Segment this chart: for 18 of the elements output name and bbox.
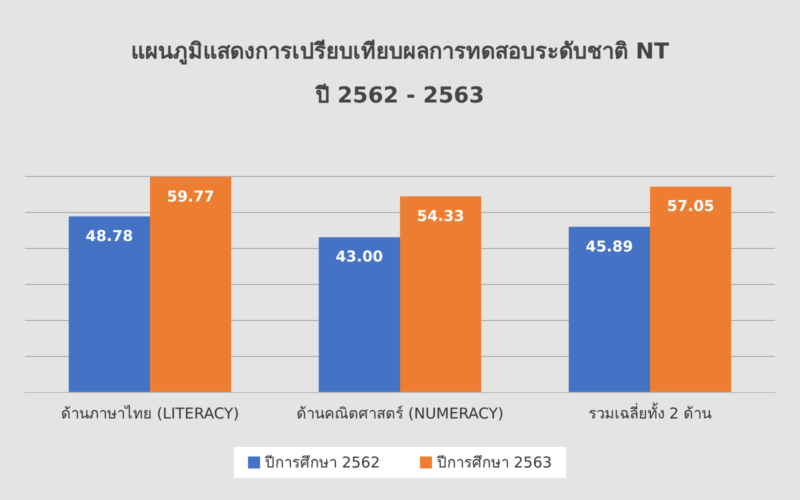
bar [318, 237, 400, 392]
bar [650, 186, 732, 392]
chart-title: แผนภูมิแสดงการเปรียบเทียบผลการทดสอบระดับชาติ NT ปี 2562 - 2563 [130, 40, 670, 108]
data-label: 48.78 [86, 226, 134, 245]
x-tick-label: ด้านภาษาไทย (LITERACY) [60, 404, 240, 422]
bar [568, 226, 650, 392]
data-label: 57.05 [666, 197, 714, 216]
bar [150, 176, 232, 392]
data-label: 59.77 [166, 187, 214, 206]
x-tick-label: ด้านคณิตศาสตร์ (NUMERACY) [296, 404, 504, 422]
x-tick-label: รวมเฉลี่ยทั้ง 2 ด้าน [588, 402, 712, 422]
data-label: 45.89 [586, 237, 634, 256]
bar [68, 216, 150, 392]
legend-label: ปีการศึกษา 2562 [264, 454, 380, 472]
data-label: 43.00 [336, 248, 384, 266]
data-label: 54.33 [416, 206, 464, 225]
bar [400, 196, 482, 392]
legend-label: ปีการศึกษา 2563 [436, 454, 552, 472]
